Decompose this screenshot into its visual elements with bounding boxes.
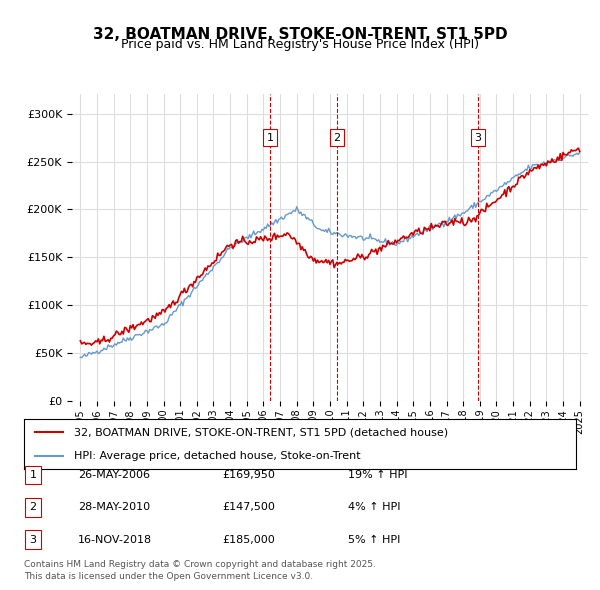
Text: 5% ↑ HPI: 5% ↑ HPI bbox=[348, 535, 400, 545]
Text: 19% ↑ HPI: 19% ↑ HPI bbox=[348, 470, 407, 480]
Text: 32, BOATMAN DRIVE, STOKE-ON-TRENT, ST1 5PD (detached house): 32, BOATMAN DRIVE, STOKE-ON-TRENT, ST1 5… bbox=[74, 427, 448, 437]
Text: 26-MAY-2006: 26-MAY-2006 bbox=[78, 470, 150, 480]
Text: 2: 2 bbox=[333, 133, 340, 143]
Text: Contains HM Land Registry data © Crown copyright and database right 2025.
This d: Contains HM Land Registry data © Crown c… bbox=[24, 560, 376, 581]
Text: 28-MAY-2010: 28-MAY-2010 bbox=[78, 503, 150, 512]
Text: £185,000: £185,000 bbox=[222, 535, 275, 545]
Text: 3: 3 bbox=[29, 535, 37, 545]
Text: 4% ↑ HPI: 4% ↑ HPI bbox=[348, 503, 401, 512]
Text: 3: 3 bbox=[475, 133, 481, 143]
Text: 2: 2 bbox=[29, 503, 37, 512]
Text: Price paid vs. HM Land Registry's House Price Index (HPI): Price paid vs. HM Land Registry's House … bbox=[121, 38, 479, 51]
Text: 1: 1 bbox=[29, 470, 37, 480]
Text: HPI: Average price, detached house, Stoke-on-Trent: HPI: Average price, detached house, Stok… bbox=[74, 451, 361, 461]
Text: 1: 1 bbox=[266, 133, 274, 143]
Text: £169,950: £169,950 bbox=[222, 470, 275, 480]
Text: 32, BOATMAN DRIVE, STOKE-ON-TRENT, ST1 5PD: 32, BOATMAN DRIVE, STOKE-ON-TRENT, ST1 5… bbox=[92, 27, 508, 41]
Text: £147,500: £147,500 bbox=[222, 503, 275, 512]
Text: 16-NOV-2018: 16-NOV-2018 bbox=[78, 535, 152, 545]
